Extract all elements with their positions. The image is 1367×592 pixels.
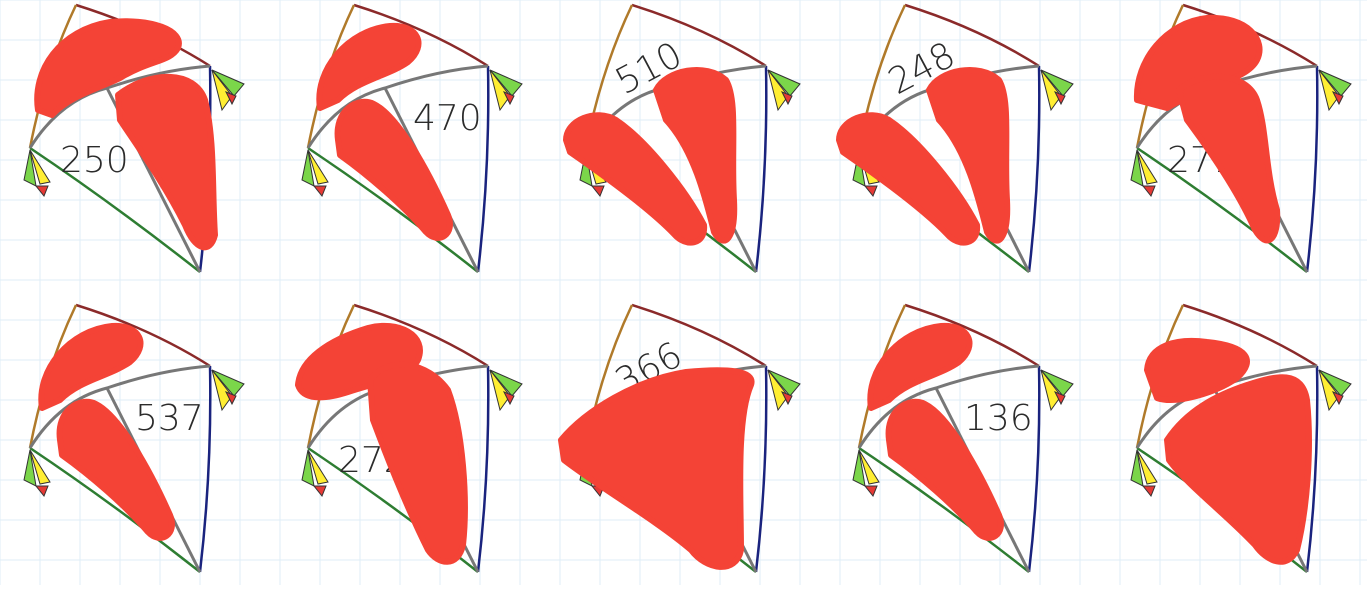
left-flag-icon bbox=[301, 449, 329, 497]
bottom-edge bbox=[858, 446, 1030, 573]
tile-figure: 510 bbox=[563, 3, 801, 273]
red-paint-blob bbox=[1144, 337, 1250, 403]
red-paint-blob bbox=[885, 398, 1004, 541]
right-flag-icon bbox=[211, 69, 245, 112]
red-paint-blob bbox=[836, 112, 981, 246]
red-paint-blob bbox=[56, 398, 175, 541]
right-edge bbox=[476, 365, 490, 573]
red-paint-blob bbox=[653, 66, 738, 244]
tile-number-label: 470 bbox=[413, 98, 482, 139]
top-arc bbox=[631, 3, 767, 68]
red-paint-blob bbox=[1164, 374, 1312, 565]
right-flag-icon bbox=[1318, 369, 1352, 412]
left-flag-icon bbox=[301, 149, 329, 197]
right-flag-icon bbox=[1318, 69, 1352, 112]
red-paint-blob bbox=[334, 98, 453, 241]
red-paint-blob bbox=[316, 22, 422, 111]
right-flag-icon bbox=[489, 69, 523, 112]
top-arc bbox=[1182, 303, 1318, 368]
red-paint-blob bbox=[295, 322, 423, 401]
right-edge bbox=[198, 365, 212, 573]
red-paint-blob bbox=[1176, 73, 1281, 244]
right-edge bbox=[754, 365, 768, 573]
bottom-edge bbox=[29, 446, 201, 573]
right-flag-icon bbox=[1040, 369, 1074, 412]
puzzle-tile[interactable]: 271 bbox=[1107, 0, 1367, 292]
red-paint-blob bbox=[115, 73, 218, 251]
top-arc bbox=[353, 3, 489, 68]
right-edge bbox=[476, 65, 490, 273]
right-flag-icon bbox=[1040, 69, 1074, 112]
puzzle-tile[interactable]: 470 bbox=[278, 0, 551, 292]
tile-figure: 250 bbox=[23, 3, 245, 273]
left-flag-icon bbox=[23, 449, 51, 497]
red-paint-blob bbox=[367, 361, 468, 565]
tile-number-label: 250 bbox=[60, 140, 129, 181]
right-flag-icon bbox=[767, 369, 801, 412]
top-arc bbox=[904, 3, 1040, 68]
right-edge bbox=[1027, 65, 1041, 273]
left-flag-icon bbox=[1130, 149, 1158, 197]
puzzle-tile[interactable]: 510 bbox=[556, 0, 829, 292]
tile-figure: 136 bbox=[852, 303, 1074, 573]
top-arc bbox=[631, 303, 767, 368]
puzzle-tile[interactable]: 248 bbox=[829, 0, 1102, 292]
puzzle-tile[interactable]: 272 bbox=[278, 300, 551, 592]
red-paint-blob bbox=[558, 367, 755, 570]
tile-figure: 470 bbox=[301, 3, 523, 273]
red-paint-blob bbox=[38, 322, 144, 411]
tile-figure: 213 bbox=[1130, 303, 1352, 573]
puzzle-tile[interactable]: 213 bbox=[1107, 300, 1367, 592]
left-flag-icon bbox=[852, 449, 880, 497]
left-flag-icon bbox=[23, 149, 51, 197]
tile-number-label: 136 bbox=[964, 398, 1033, 439]
right-edge bbox=[754, 65, 768, 273]
red-paint-blob bbox=[926, 66, 1011, 244]
right-edge bbox=[1027, 365, 1041, 573]
bottom-edge bbox=[307, 146, 479, 273]
puzzle-tile[interactable]: 366 bbox=[556, 300, 829, 592]
puzzle-tile[interactable]: 136 bbox=[829, 300, 1102, 592]
top-arc bbox=[904, 303, 1040, 368]
red-paint-blob bbox=[34, 18, 182, 118]
red-paint-blob bbox=[867, 322, 973, 411]
tile-figure: 272 bbox=[295, 303, 523, 573]
tile-figure: 271 bbox=[1130, 3, 1352, 273]
tile-figure: 366 bbox=[558, 303, 801, 573]
right-edge bbox=[1305, 65, 1319, 273]
puzzle-tile[interactable]: 250 bbox=[0, 0, 273, 292]
puzzle-tile[interactable]: 537 bbox=[0, 300, 273, 592]
red-paint-blob bbox=[563, 112, 708, 246]
bottom-edge bbox=[29, 146, 201, 273]
top-arc bbox=[75, 303, 211, 368]
right-flag-icon bbox=[767, 69, 801, 112]
tile-number-label: 537 bbox=[135, 398, 204, 439]
bottom-edge bbox=[1136, 146, 1308, 273]
left-flag-icon bbox=[1130, 449, 1158, 497]
tile-figure: 248 bbox=[836, 3, 1074, 273]
right-edge bbox=[1305, 365, 1319, 573]
right-flag-icon bbox=[211, 369, 245, 412]
tile-figure: 537 bbox=[23, 303, 245, 573]
top-arc bbox=[353, 303, 489, 368]
right-flag-icon bbox=[489, 369, 523, 412]
